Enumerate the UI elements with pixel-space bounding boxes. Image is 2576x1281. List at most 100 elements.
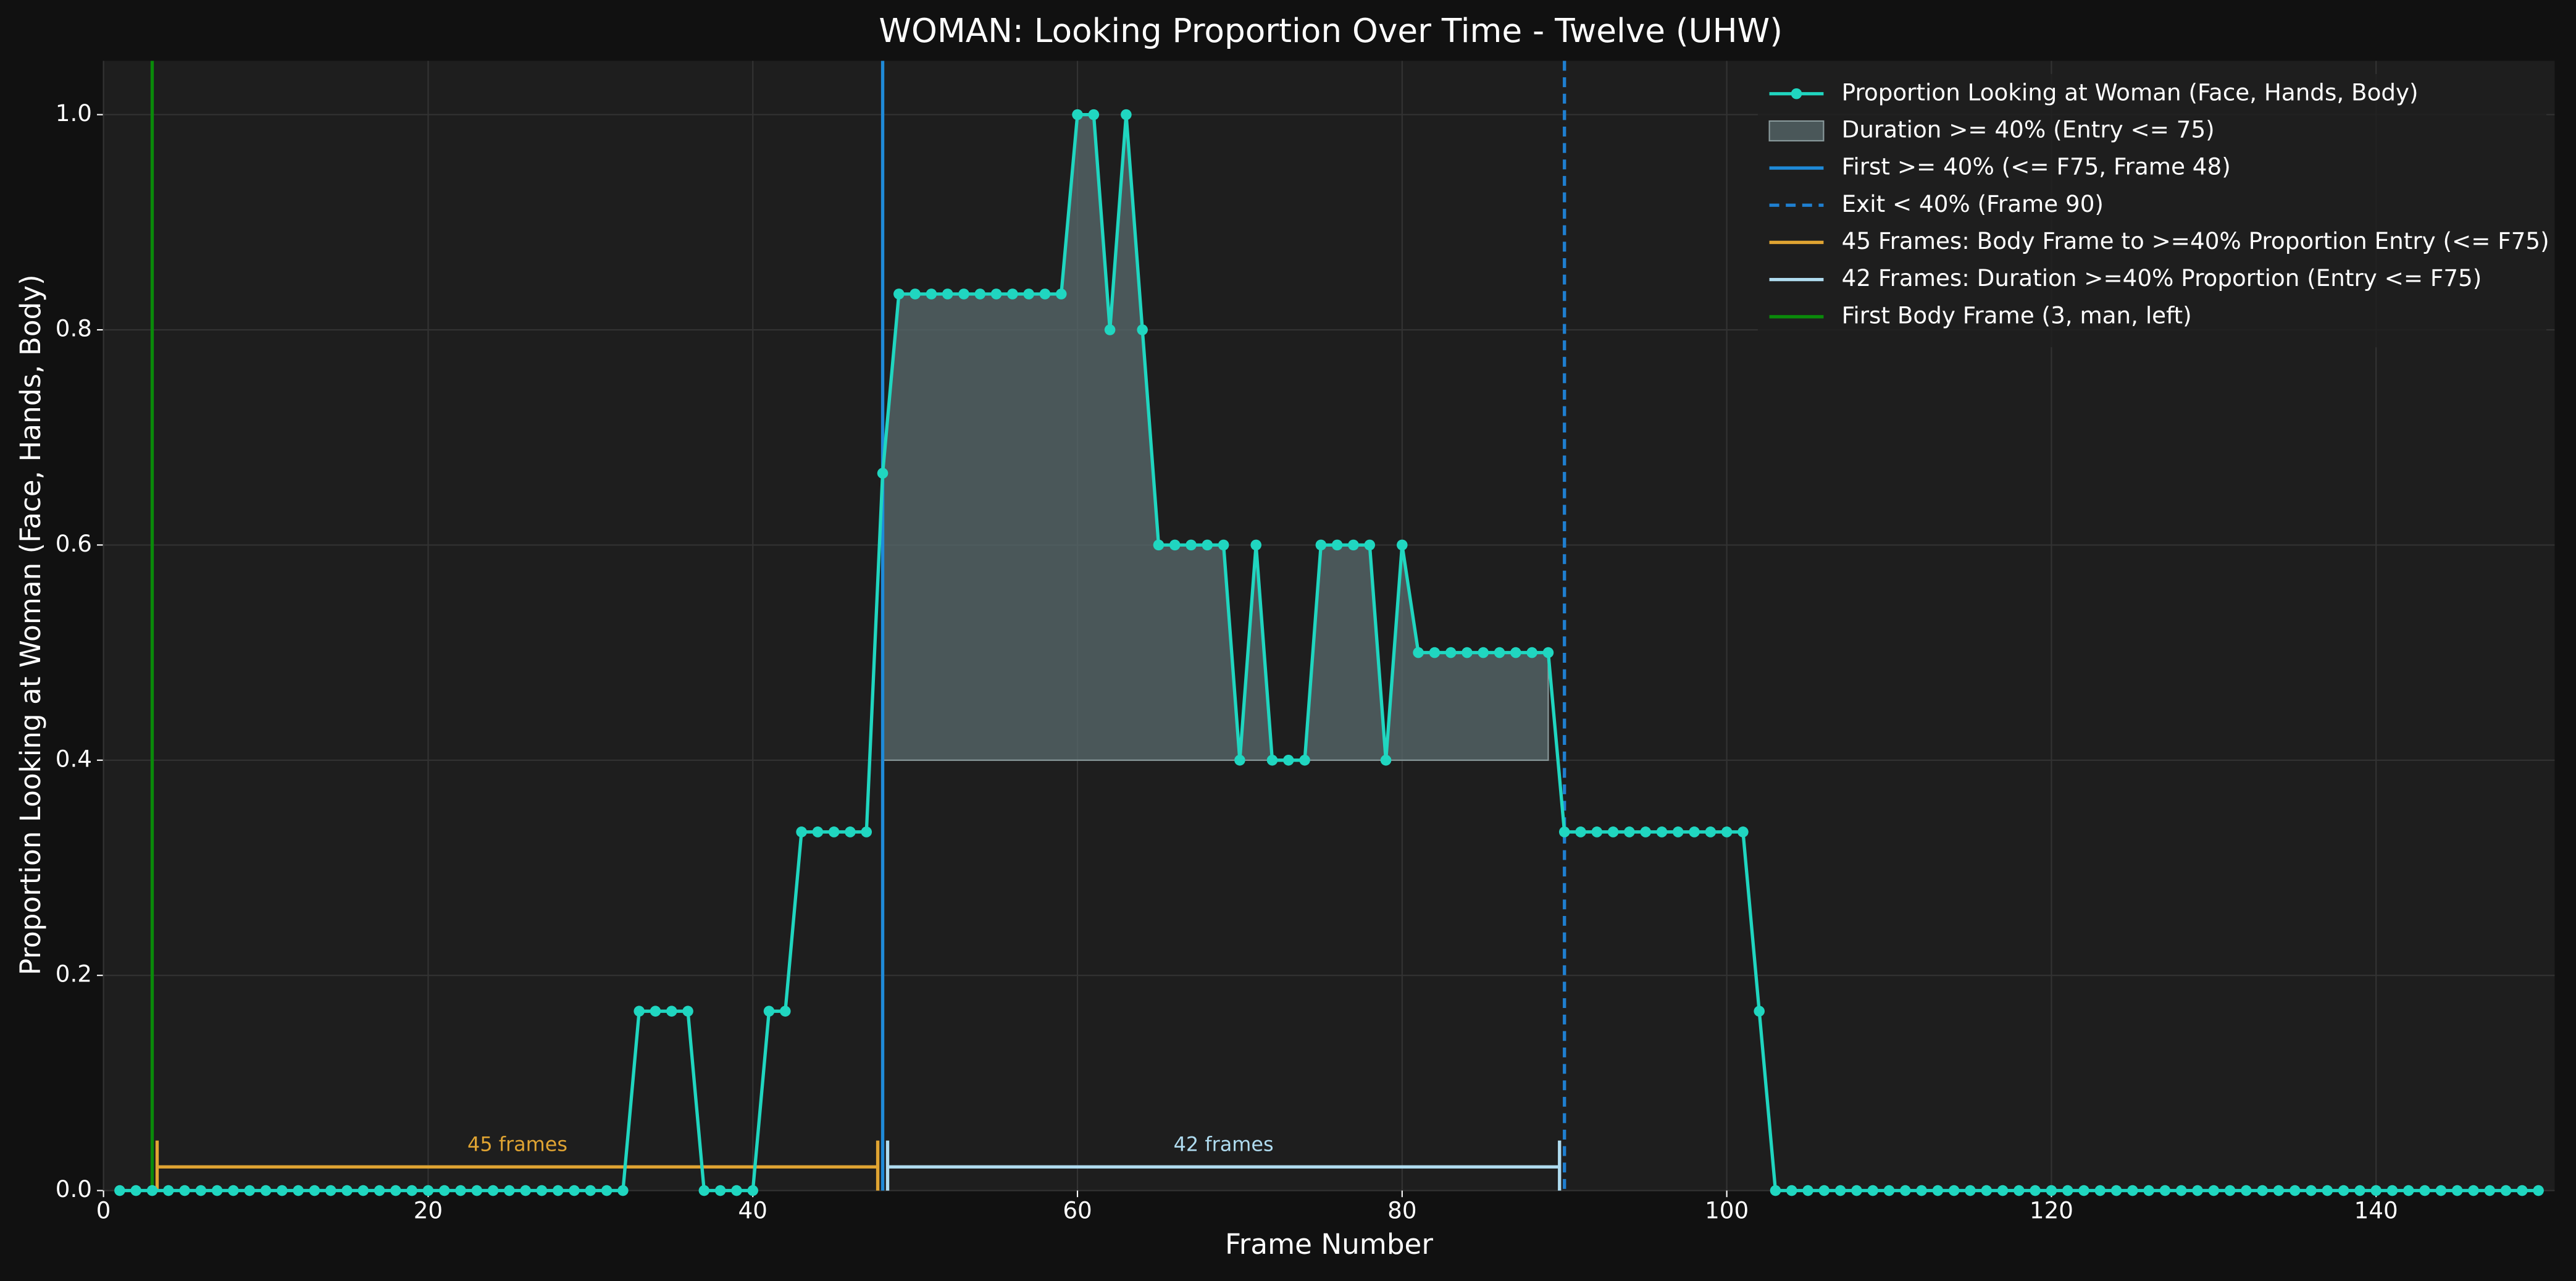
data-point [2403, 1185, 2414, 1196]
data-point [2094, 1185, 2106, 1196]
y-axis-label: Proportion Looking at Woman (Face, Hands… [14, 274, 47, 975]
data-point [358, 1185, 369, 1196]
data-point [1413, 647, 1424, 658]
data-point [2338, 1185, 2349, 1196]
data-point [1104, 324, 1116, 335]
data-point [422, 1185, 434, 1196]
data-point [2014, 1185, 2025, 1196]
data-point [325, 1185, 337, 1196]
data-point [1380, 754, 1392, 766]
x-tick-label: 120 [2030, 1197, 2073, 1224]
data-point [1818, 1185, 1830, 1196]
chart-title: WOMAN: Looking Proportion Over Time - Tw… [879, 12, 1783, 50]
data-point [1169, 539, 1181, 551]
bracket: 42 frames [885, 1133, 1562, 1191]
x-tick-label: 140 [2354, 1197, 2398, 1224]
y-tick-label: 0.4 [56, 745, 92, 772]
data-point [910, 288, 921, 300]
x-tick-label: 80 [1387, 1197, 1416, 1224]
data-point [1738, 826, 1749, 838]
data-point [1137, 324, 1148, 335]
y-tick-label: 0.0 [56, 1175, 92, 1203]
data-point [228, 1185, 239, 1196]
data-point [1802, 1185, 1813, 1196]
data-point [1039, 288, 1051, 300]
y-tick-label: 0.8 [56, 314, 92, 342]
data-point [893, 288, 905, 300]
data-point [812, 826, 824, 838]
x-tick-label: 100 [1705, 1197, 1749, 1224]
data-point [1624, 826, 1635, 838]
data-point [520, 1185, 531, 1196]
data-point [617, 1185, 629, 1196]
data-point [698, 1185, 710, 1196]
data-point [1916, 1185, 1927, 1196]
data-point [2143, 1185, 2154, 1196]
data-point [487, 1185, 499, 1196]
data-point [2386, 1185, 2398, 1196]
data-point [406, 1185, 417, 1196]
data-point [650, 1006, 661, 1017]
data-point [2110, 1185, 2122, 1196]
data-point [2370, 1185, 2382, 1196]
data-point [211, 1185, 223, 1196]
data-point [1721, 826, 1733, 838]
data-point [1851, 1185, 1862, 1196]
data-point [244, 1185, 256, 1196]
data-point [1689, 826, 1700, 838]
data-point [1072, 109, 1083, 120]
data-point [390, 1185, 401, 1196]
data-point [1948, 1185, 1960, 1196]
data-point [569, 1185, 580, 1196]
data-point [1462, 647, 1473, 658]
legend-label: 45 Frames: Body Frame to >=40% Proportio… [1842, 227, 2549, 254]
data-point [926, 288, 937, 300]
data-point [455, 1185, 466, 1196]
data-point [1202, 539, 1213, 551]
data-point [1834, 1185, 1846, 1196]
data-point [1672, 826, 1684, 838]
data-point [2241, 1185, 2252, 1196]
data-point [1250, 539, 1261, 551]
data-point [1055, 288, 1067, 300]
x-tick-label: 60 [1063, 1197, 1092, 1224]
data-point [114, 1185, 125, 1196]
y-tick-label: 1.0 [56, 99, 92, 127]
legend-swatch [1768, 120, 1825, 141]
legend-label: 42 Frames: Duration >=40% Proportion (En… [1842, 264, 2482, 292]
data-point [1997, 1185, 2009, 1196]
x-tick-label: 20 [414, 1197, 443, 1224]
data-point [780, 1006, 791, 1017]
data-point [958, 288, 969, 300]
x-tick-label: 40 [738, 1197, 767, 1224]
data-point [1153, 539, 1165, 551]
data-point [2289, 1185, 2301, 1196]
data-point [504, 1185, 515, 1196]
data-point [1640, 826, 1651, 838]
data-point [1575, 826, 1586, 838]
data-point [2046, 1185, 2057, 1196]
data-point [763, 1006, 775, 1017]
data-point [1770, 1185, 1781, 1196]
data-point [861, 826, 872, 838]
data-point [1965, 1185, 1976, 1196]
x-axis-label: Frame Number [1225, 1228, 1433, 1261]
data-point [877, 468, 889, 479]
data-point [1007, 288, 1018, 300]
data-point [1705, 826, 1717, 838]
data-point [195, 1185, 207, 1196]
data-point [666, 1006, 677, 1017]
data-point [260, 1185, 272, 1196]
data-point [2484, 1185, 2496, 1196]
data-point [731, 1185, 742, 1196]
data-point [2208, 1185, 2220, 1196]
data-point [552, 1185, 564, 1196]
data-point [536, 1185, 548, 1196]
data-point [2517, 1185, 2528, 1196]
data-point [974, 288, 986, 300]
data-point [2500, 1185, 2512, 1196]
data-point [1429, 647, 1441, 658]
data-point [1932, 1185, 1944, 1196]
data-point [2175, 1185, 2187, 1196]
